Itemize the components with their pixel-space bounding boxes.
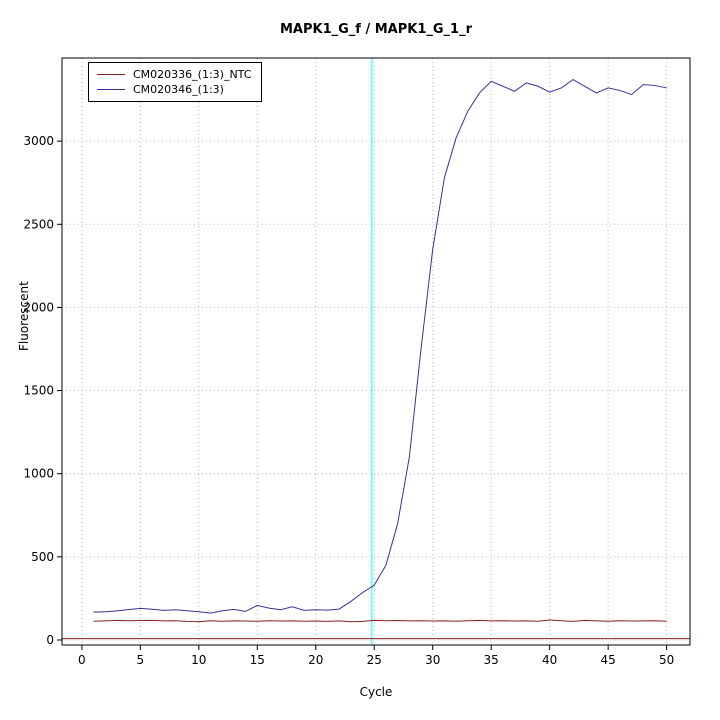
legend-label: CM020346_(1:3) xyxy=(133,83,224,96)
legend-line-swatch-red xyxy=(97,74,125,75)
svg-text:2500: 2500 xyxy=(23,217,54,231)
svg-text:2000: 2000 xyxy=(23,300,54,314)
svg-text:30: 30 xyxy=(425,653,440,667)
svg-text:1000: 1000 xyxy=(23,467,54,481)
svg-text:500: 500 xyxy=(31,550,54,564)
svg-text:5: 5 xyxy=(137,653,145,667)
svg-text:40: 40 xyxy=(542,653,557,667)
svg-text:3000: 3000 xyxy=(23,134,54,148)
svg-text:50: 50 xyxy=(659,653,674,667)
legend-label: CM020336_(1:3)_NTC xyxy=(133,68,252,81)
svg-text:20: 20 xyxy=(308,653,323,667)
chart-title: MAPK1_G_f / MAPK1_G_1_r xyxy=(279,22,473,37)
svg-text:1500: 1500 xyxy=(23,384,54,398)
svg-text:0: 0 xyxy=(46,633,54,647)
legend-item-sample: CM020346_(1:3) xyxy=(97,82,251,97)
legend: CM020336_(1:3)_NTC CM020346_(1:3) xyxy=(88,62,263,102)
svg-text:35: 35 xyxy=(484,653,499,667)
legend-line-swatch-blue xyxy=(97,89,125,90)
svg-text:25: 25 xyxy=(367,653,382,667)
x-axis-label: Cycle xyxy=(359,685,393,699)
svg-text:45: 45 xyxy=(600,653,615,667)
legend-item-ntc: CM020336_(1:3)_NTC xyxy=(97,67,251,82)
svg-text:15: 15 xyxy=(250,653,265,667)
svg-text:10: 10 xyxy=(191,653,206,667)
svg-text:0: 0 xyxy=(78,653,86,667)
